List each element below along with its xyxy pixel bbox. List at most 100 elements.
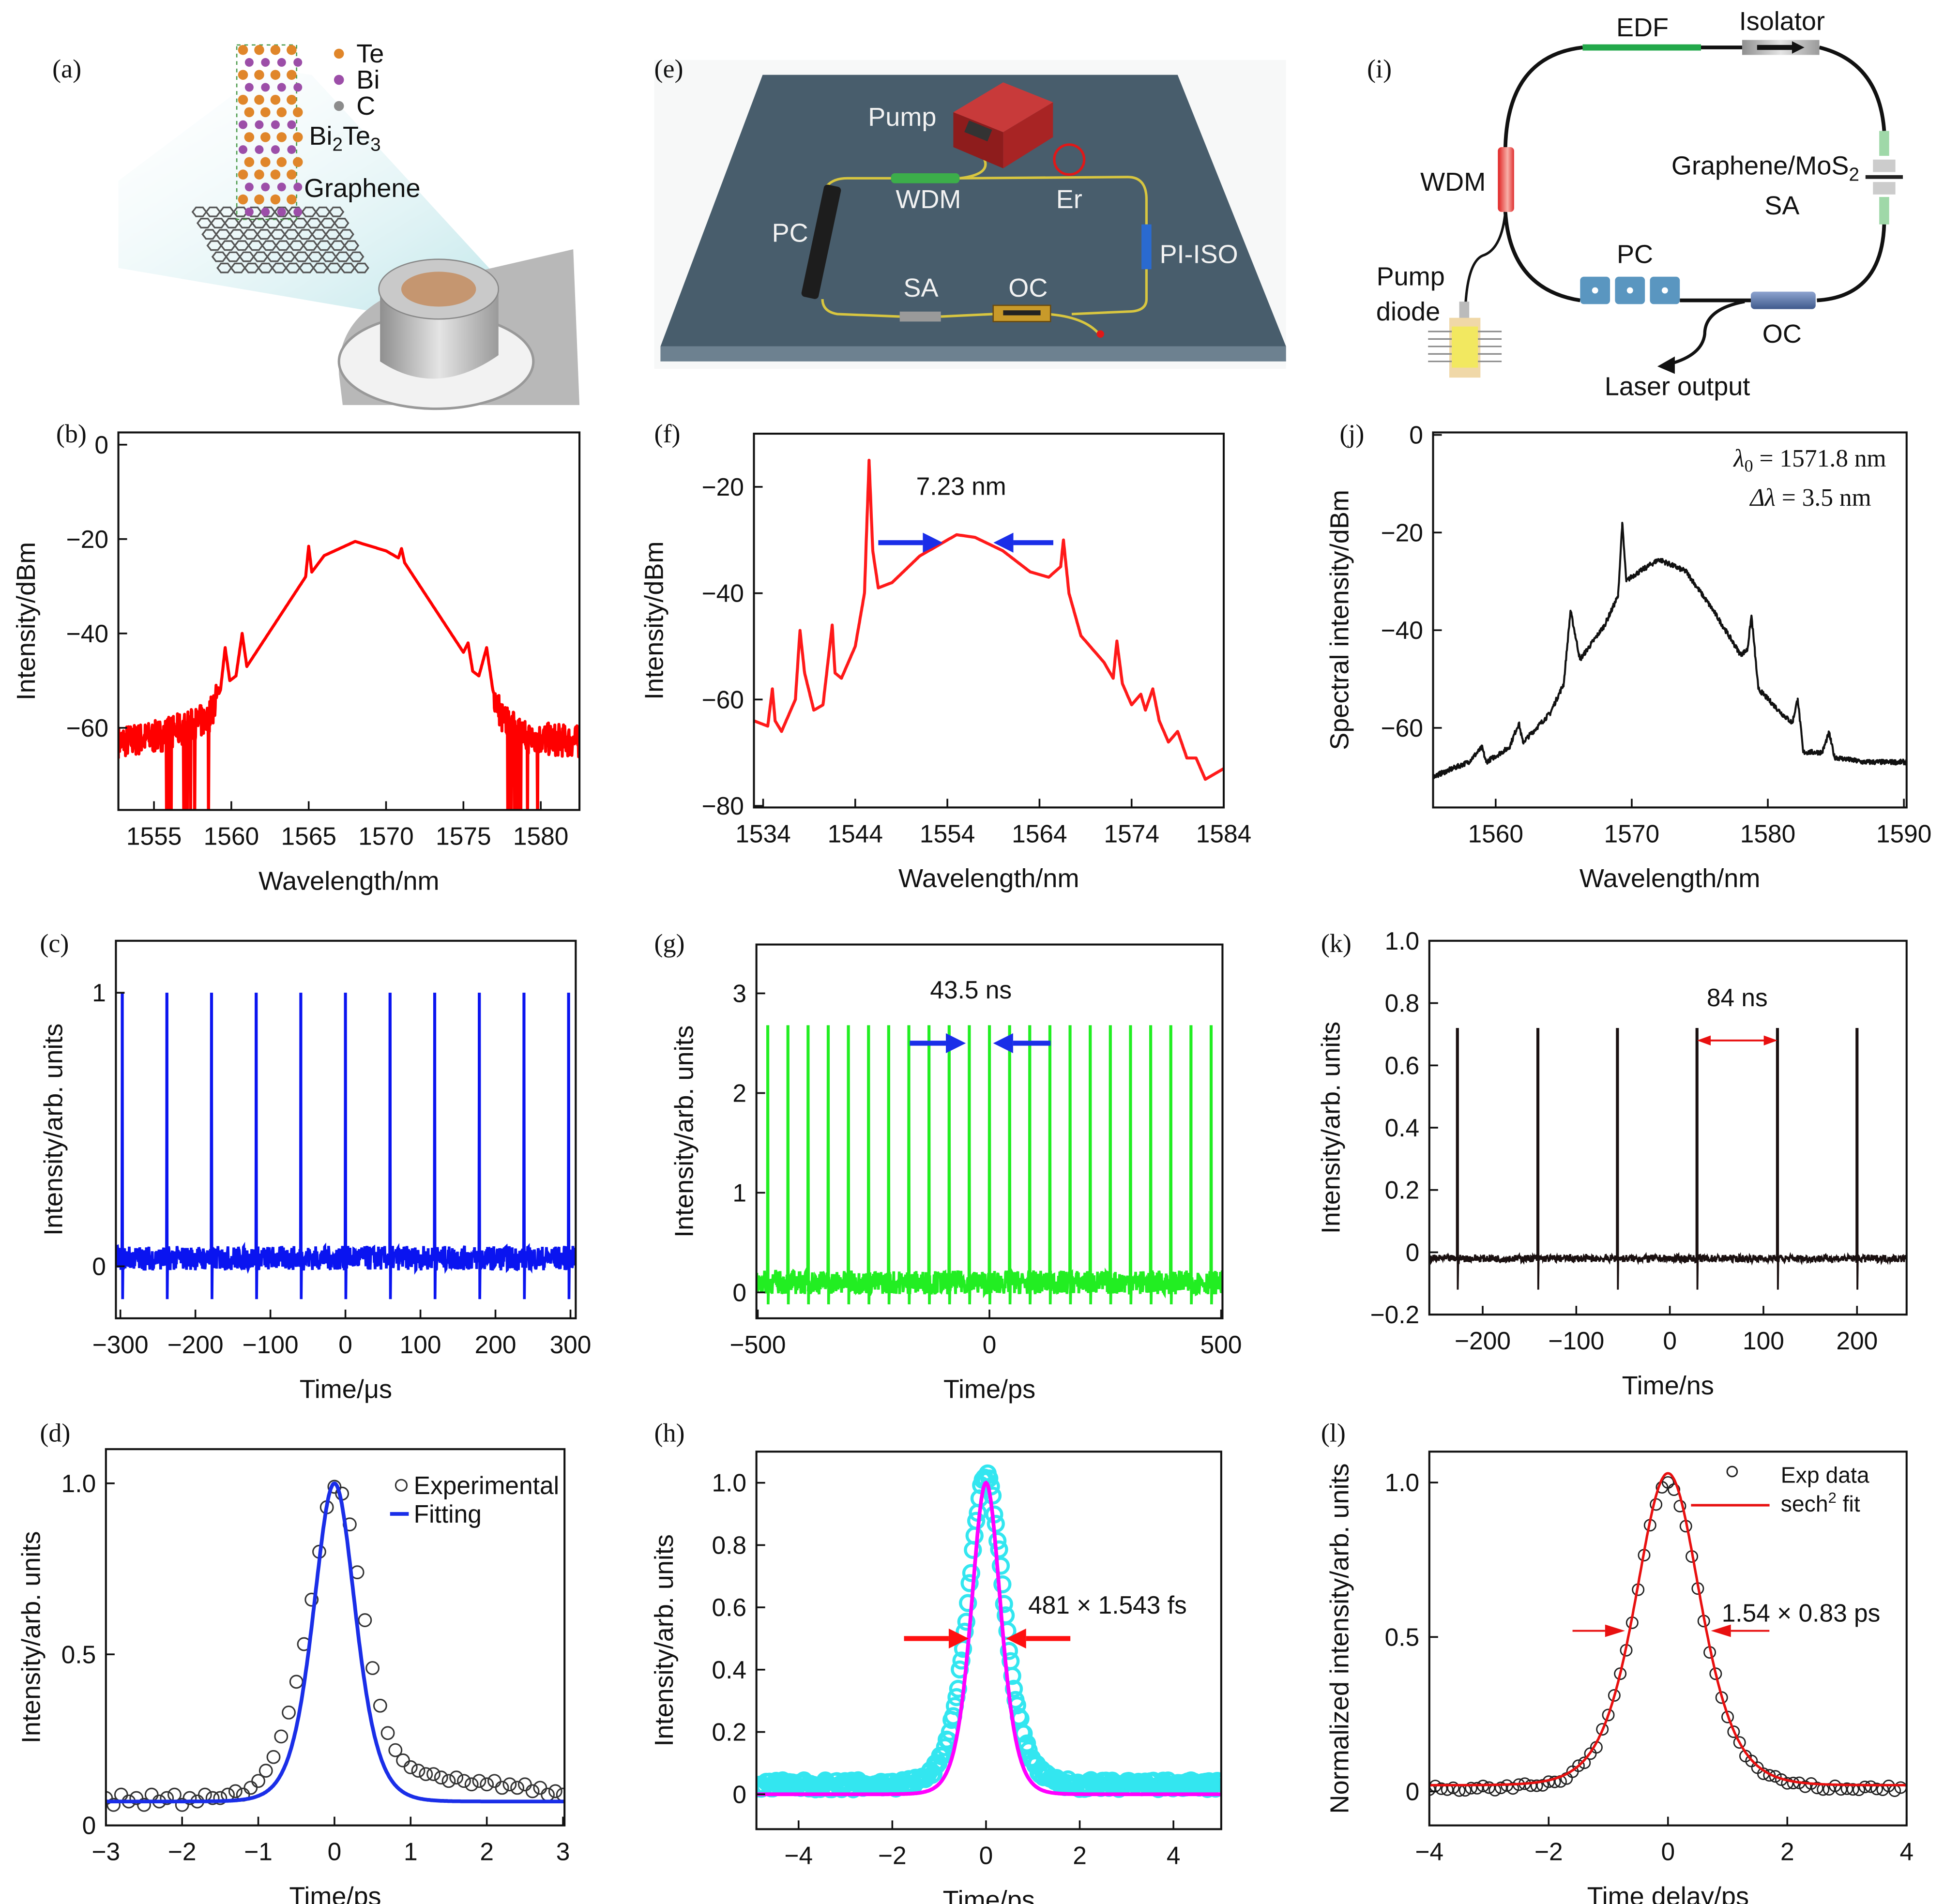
te-atom: [244, 132, 255, 142]
legend-dot: [334, 75, 344, 85]
axes-frame: [755, 1451, 1222, 1830]
data-point: [1870, 1783, 1883, 1796]
data-point: [1483, 1781, 1496, 1794]
data-point: [1727, 1725, 1740, 1738]
plot-area: [1433, 522, 1907, 779]
y-axis-label: Intensity/arb. units: [16, 1531, 46, 1744]
annotation-text: 7.23 nm: [916, 472, 1006, 500]
lattice-cell: [216, 262, 232, 273]
data-point: [449, 1770, 464, 1785]
bi2te3-crystal: [236, 44, 303, 220]
x-tick-label: 1560: [1468, 819, 1524, 847]
te-atom: [276, 132, 287, 142]
lattice-cell: [325, 229, 341, 240]
panel-label: (l): [1321, 1419, 1346, 1448]
data-point: [1447, 1781, 1460, 1794]
x-tick-label: −3: [91, 1838, 120, 1866]
data-point: [106, 1798, 121, 1812]
lattice-cell: [321, 251, 337, 262]
data-point: [426, 1767, 440, 1782]
legend-marker: [395, 1479, 408, 1492]
data-point: [1709, 1667, 1722, 1680]
lattice-cell: [252, 251, 269, 262]
y-tick-label: 3: [732, 979, 746, 1007]
data-point: [960, 1574, 979, 1592]
lattice-cell: [196, 218, 213, 228]
data-point: [129, 1791, 144, 1805]
data-point: [1471, 1782, 1484, 1795]
graphene-lattice: [191, 206, 369, 273]
label-laser-output: Laser output: [1605, 372, 1750, 401]
lattice-cell: [232, 206, 249, 217]
data-point: [1614, 1667, 1627, 1680]
y-tick-label: 0: [732, 1278, 746, 1306]
bi-atom: [244, 83, 254, 92]
data-point: [1781, 1777, 1794, 1790]
label-edf: EDF: [1616, 13, 1669, 42]
x-tick-label: 100: [400, 1330, 441, 1359]
lattice-cell: [343, 240, 360, 251]
lattice-cell: [280, 251, 296, 262]
lattice-cell: [230, 262, 246, 273]
x-tick-label: 200: [1836, 1327, 1878, 1355]
y-tick-label: 2: [732, 1079, 746, 1107]
data-point: [373, 1698, 387, 1713]
panel-label: (e): [654, 54, 683, 83]
lattice-cell: [278, 218, 295, 228]
data-point: [480, 1777, 494, 1792]
chart-panel-g: (g) −500 0 500 0 1 2 3 Time/ps Intensity/arb. uni…: [654, 929, 1242, 1404]
label-oc: OC: [1762, 319, 1802, 348]
label-pc: PC: [772, 219, 808, 248]
data-point: [1769, 1770, 1782, 1783]
axes-frame: [105, 1448, 566, 1827]
y-tick-label: 0.8: [1385, 989, 1420, 1017]
lattice-cell: [270, 229, 286, 240]
y-tick-label: 0: [82, 1812, 96, 1840]
y-tick-label: 0: [732, 1780, 746, 1808]
isolator: [1742, 40, 1820, 55]
data-point: [965, 1526, 984, 1545]
panel-label: (b): [56, 419, 87, 448]
axes-frame: [117, 431, 581, 811]
x-tick-label: −100: [243, 1330, 299, 1359]
wdm-component: [891, 173, 960, 183]
data-point: [274, 1729, 289, 1744]
y-tick-label: 0.6: [712, 1593, 746, 1621]
annotation-text: 43.5 ns: [930, 976, 1012, 1004]
te-atom: [238, 169, 248, 180]
data-point: [380, 1726, 395, 1740]
te-atom: [244, 157, 255, 167]
y-tick-label: 1.0: [1385, 927, 1420, 955]
x-tick-label: −4: [1415, 1838, 1443, 1866]
data-point: [502, 1777, 517, 1792]
bi-atom: [261, 182, 270, 192]
lattice-cell: [306, 218, 322, 228]
lattice-cell: [307, 251, 323, 262]
data-point: [358, 1613, 372, 1627]
y-tick-label: 1.0: [61, 1469, 96, 1497]
x-axis-label: Time/ns: [1622, 1371, 1714, 1400]
data-point: [1608, 1689, 1621, 1702]
data-point: [160, 1791, 174, 1805]
y-axis-label: Intensity/dBm: [640, 542, 669, 700]
x-tick-label: −1: [244, 1838, 273, 1866]
lattice-cell: [243, 262, 260, 273]
pump-box: [953, 82, 1053, 168]
x-axis-label: Wavelength/nm: [258, 866, 440, 895]
y-tick-label: 1.0: [1385, 1468, 1420, 1496]
data-point: [419, 1767, 433, 1782]
te-atom: [260, 132, 271, 142]
te-atom: [238, 45, 248, 55]
lattice-cell: [258, 262, 273, 273]
panel-label: (c): [40, 929, 69, 958]
lattice-cell: [237, 218, 254, 228]
data-point: [993, 1575, 1012, 1594]
te-atom: [270, 45, 281, 55]
graphene-label: Graphene: [304, 174, 420, 203]
y-tick-label: −0.2: [1370, 1300, 1420, 1329]
y-tick-label: −60: [66, 714, 108, 742]
te-atom: [254, 94, 264, 105]
data-point: [1548, 1775, 1561, 1788]
chart-panel-d: (d) −3 −2 −1 0 1 2 3 0 0.5 1.0 Time/ps Intensity/arb…: [16, 1419, 570, 1904]
